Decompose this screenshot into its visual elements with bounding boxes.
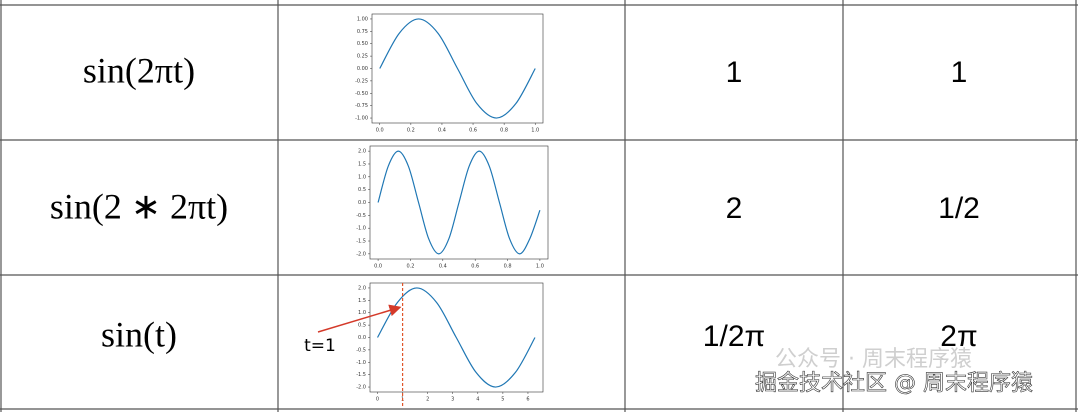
x-tick-label: 4	[476, 397, 479, 403]
y-tick-label: 0.75	[357, 29, 368, 35]
x-tick-label: 5	[501, 397, 504, 403]
y-tick-label: -2.0	[356, 385, 366, 391]
y-tick-label: 1.5	[358, 161, 366, 167]
y-tick-label: 1.0	[358, 310, 366, 316]
x-tick-label: 1.0	[536, 264, 544, 270]
y-tick-label: -2.0	[356, 251, 366, 257]
frequency: 1	[726, 56, 743, 89]
y-tick-label: 0.0	[358, 200, 366, 206]
watermark: 公众号 · 周末程序猿	[775, 347, 972, 372]
y-tick-label: -1.0	[356, 226, 366, 232]
formula: sin(t)	[101, 314, 177, 354]
x-tick-label: 0.4	[438, 128, 446, 134]
x-tick-label: 0.0	[374, 264, 382, 270]
y-tick-label: -0.5	[356, 213, 366, 219]
y-tick-label: -0.5	[356, 347, 366, 353]
x-tick-label: 0.8	[500, 128, 508, 134]
x-tick-label: 1.0	[531, 128, 539, 134]
y-tick-label: 2.0	[358, 285, 366, 291]
period: 2π	[940, 320, 977, 353]
x-tick-label: 0.2	[406, 264, 414, 270]
formula: sin(2πt)	[83, 50, 195, 90]
x-tick-label: 0.2	[407, 128, 415, 134]
y-tick-label: -1.5	[356, 239, 366, 245]
frequency: 1/2π	[703, 320, 765, 353]
frequency: 2	[726, 192, 743, 225]
y-tick-label: 2.0	[358, 149, 366, 155]
plot-line	[379, 18, 536, 119]
x-tick-label: 0	[376, 397, 379, 403]
x-tick-label: 0.8	[504, 264, 512, 270]
y-tick-label: 1.0	[358, 174, 366, 180]
x-tick-label: 0.0	[376, 128, 384, 134]
y-tick-label: 0.00	[357, 66, 368, 72]
y-tick-label: -1.5	[356, 372, 366, 378]
y-tick-label: 0.50	[357, 41, 368, 47]
y-tick-label: 0.0	[358, 335, 366, 341]
y-tick-label: 1.5	[358, 298, 366, 304]
annotation-arrow	[317, 304, 402, 333]
plot-line	[377, 150, 541, 255]
y-tick-label: -0.25	[355, 78, 368, 84]
x-tick-label: 0.4	[439, 264, 447, 270]
y-tick-label: -1.00	[355, 116, 368, 122]
x-tick-label: 2	[426, 397, 429, 403]
y-tick-label: 0.25	[357, 54, 368, 60]
formula: sin(2 ∗ 2πt)	[50, 186, 228, 226]
x-tick-label: 0.6	[469, 128, 477, 134]
y-tick-label: -1.0	[356, 360, 366, 366]
y-tick-label: -0.50	[355, 91, 368, 97]
period: 1/2	[938, 192, 980, 225]
y-tick-label: -0.75	[355, 103, 368, 109]
x-tick-label: 0.6	[471, 264, 479, 270]
x-tick-label: 3	[451, 397, 454, 403]
y-tick-label: 1.00	[357, 16, 368, 22]
period: 1	[951, 56, 968, 89]
x-tick-label: 6	[526, 397, 529, 403]
y-tick-label: 0.5	[358, 323, 366, 329]
y-tick-label: 0.5	[358, 187, 366, 193]
annotation: t=1	[304, 336, 336, 356]
watermark: 掘金技术社区 @ 周末程序猿	[755, 371, 1033, 396]
